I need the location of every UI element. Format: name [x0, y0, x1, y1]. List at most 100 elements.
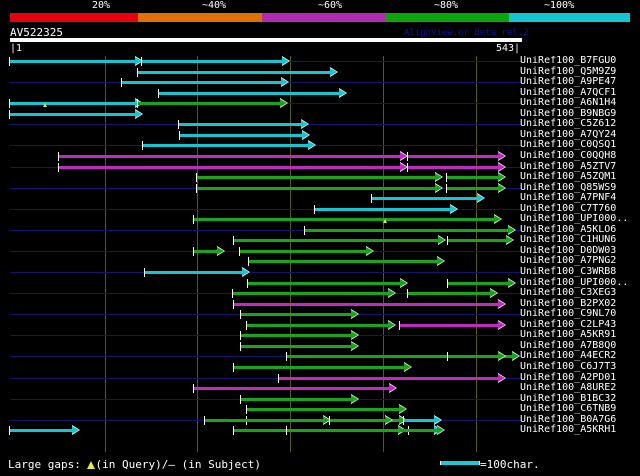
- hit-row[interactable]: UniRef100_C9NL70: [0, 308, 640, 320]
- hit-row[interactable]: UniRef100_A7QCF1: [0, 87, 640, 99]
- hit-label[interactable]: UniRef100_Q5M9Z9: [520, 65, 617, 77]
- hsp-segment[interactable]: [314, 203, 458, 214]
- hsp-segment[interactable]: [239, 245, 374, 256]
- hit-label[interactable]: UniRef100_C7T760: [520, 202, 617, 214]
- hit-label[interactable]: UniRef100_UPI000..: [520, 276, 629, 288]
- hit-row[interactable]: UniRef100_A7B8Q0: [0, 339, 640, 352]
- hsp-segment[interactable]: [407, 288, 498, 299]
- hit-row[interactable]: UniRef100_C1HUN6: [0, 234, 640, 246]
- hit-row[interactable]: UniRef100_C0QQH8: [0, 149, 640, 162]
- hit-row[interactable]: UniRef100_A7QY24: [0, 129, 640, 141]
- hit-label[interactable]: UniRef100_D0DW03: [520, 244, 617, 256]
- hit-row[interactable]: UniRef100_C5Z612: [0, 118, 640, 130]
- hit-row[interactable]: UniRef100_A7PNF4: [0, 192, 640, 204]
- hit-row[interactable]: UniRef100_A4ECR2: [0, 350, 640, 362]
- hsp-segment[interactable]: [196, 172, 443, 183]
- hit-row[interactable]: UniRef100_A5KLO6: [0, 223, 640, 236]
- hit-row[interactable]: UniRef100_C6J7T3: [0, 360, 640, 373]
- hit-row[interactable]: UniRef100_UPI000..: [0, 276, 640, 289]
- hit-row[interactable]: UniRef100_Q5M9Z9: [0, 65, 640, 78]
- hsp-segment[interactable]: [232, 288, 396, 299]
- hit-label[interactable]: UniRef100_C9NL70: [520, 308, 617, 320]
- hsp-segment[interactable]: [403, 414, 442, 425]
- hit-label[interactable]: UniRef100_B1BC32: [520, 392, 617, 404]
- hit-label[interactable]: UniRef100_C6TNB9: [520, 403, 617, 415]
- hsp-segment[interactable]: [247, 277, 408, 288]
- hit-row[interactable]: UniRef100_C3WRB8: [0, 266, 640, 278]
- hsp-segment[interactable]: [141, 56, 290, 66]
- hsp-segment[interactable]: [304, 224, 516, 235]
- hit-row[interactable]: UniRef100_B1BC32: [0, 392, 640, 405]
- hit-label[interactable]: UniRef100_A9PE47: [520, 76, 617, 88]
- hsp-segment[interactable]: [144, 267, 250, 277]
- hit-row[interactable]: UniRef100_B9NBG9: [0, 108, 640, 120]
- hit-row[interactable]: UniRef100_D0DW03: [0, 244, 640, 257]
- hsp-segment[interactable]: [240, 309, 359, 320]
- hit-label[interactable]: UniRef100_A7B8Q0: [520, 339, 617, 351]
- hit-row[interactable]: UniRef100_UPI000..: [0, 213, 640, 225]
- hit-label[interactable]: UniRef100_A5KLO6: [520, 223, 617, 235]
- hit-row[interactable]: UniRef100_B0A7G6: [0, 414, 640, 426]
- hit-label[interactable]: UniRef100_C0QQH8: [520, 149, 617, 161]
- hsp-segment[interactable]: [446, 172, 506, 183]
- hit-label[interactable]: UniRef100_B7FGU0: [520, 56, 617, 66]
- hsp-segment[interactable]: [121, 77, 289, 88]
- hsp-segment[interactable]: [286, 425, 445, 436]
- hit-row[interactable]: UniRef100_A9PE47: [0, 76, 640, 88]
- hit-row[interactable]: UniRef100_C3XEG3: [0, 287, 640, 299]
- hsp-segment[interactable]: [233, 361, 412, 372]
- hit-row[interactable]: UniRef100_A5ZQM1: [0, 171, 640, 183]
- hit-label[interactable]: UniRef100_C3XEG3: [520, 287, 617, 299]
- hit-row[interactable]: UniRef100_A7PNG2: [0, 255, 640, 267]
- hit-row[interactable]: UniRef100_B7FGU0: [0, 56, 640, 67]
- hsp-segment[interactable]: [447, 277, 516, 288]
- hsp-segment[interactable]: [248, 256, 445, 267]
- hsp-segment[interactable]: [407, 161, 506, 172]
- hsp-segment[interactable]: [193, 245, 225, 256]
- hsp-segment[interactable]: [9, 56, 143, 66]
- hit-row[interactable]: UniRef100_C7T760: [0, 202, 640, 215]
- hit-label[interactable]: UniRef100_C6J7T3: [520, 360, 617, 372]
- hsp-segment[interactable]: [137, 98, 288, 109]
- hit-row[interactable]: UniRef100_A5KR91: [0, 329, 640, 341]
- hit-label[interactable]: UniRef100_C3WRB8: [520, 266, 617, 277]
- hsp-segment[interactable]: [137, 66, 338, 77]
- hit-label[interactable]: UniRef100_C0QSQ1: [520, 139, 617, 151]
- hit-label[interactable]: UniRef100_A4ECR2: [520, 350, 617, 362]
- hsp-segment[interactable]: [178, 119, 309, 130]
- hit-row[interactable]: UniRef100_C6TNB9: [0, 403, 640, 415]
- hit-label[interactable]: UniRef100_A5ZTV7: [520, 160, 617, 172]
- hsp-segment[interactable]: [447, 351, 506, 362]
- hit-row[interactable]: UniRef100_A5ZTV7: [0, 160, 640, 173]
- hsp-segment[interactable]: [204, 414, 331, 425]
- hit-label[interactable]: UniRef100_C2LP43: [520, 318, 617, 330]
- hsp-segment[interactable]: [9, 98, 143, 109]
- hit-row[interactable]: UniRef100_A8URE2: [0, 382, 640, 394]
- hsp-segment[interactable]: [447, 235, 514, 246]
- hsp-segment[interactable]: [58, 161, 408, 172]
- hit-label[interactable]: UniRef100_A5KR91: [520, 329, 617, 341]
- hsp-segment[interactable]: [142, 140, 316, 151]
- hit-row[interactable]: UniRef100_B2PX02: [0, 298, 640, 310]
- hsp-segment[interactable]: [179, 129, 310, 140]
- hit-row[interactable]: UniRef100_Q85WS9: [0, 182, 640, 194]
- hsp-segment[interactable]: [9, 108, 143, 119]
- hsp-segment[interactable]: [399, 319, 506, 330]
- hsp-segment[interactable]: [286, 351, 520, 362]
- hsp-segment[interactable]: [446, 182, 506, 193]
- hsp-segment[interactable]: [233, 298, 506, 309]
- hsp-segment[interactable]: [371, 193, 485, 204]
- hsp-segment[interactable]: [9, 425, 80, 436]
- hsp-segment[interactable]: [246, 404, 407, 415]
- hit-label[interactable]: UniRef100_A5ZQM1: [520, 171, 617, 183]
- hit-row[interactable]: UniRef100_C2LP43: [0, 318, 640, 331]
- hsp-segment[interactable]: [240, 330, 359, 341]
- hit-row[interactable]: UniRef100_C0QSQ1: [0, 139, 640, 151]
- hit-label[interactable]: UniRef100_A2PD01: [520, 371, 617, 383]
- hsp-segment[interactable]: [407, 150, 506, 161]
- hsp-segment[interactable]: [246, 319, 396, 330]
- hit-label[interactable]: UniRef100_A7PNF4: [520, 192, 617, 204]
- hit-label[interactable]: UniRef100_A6N1H4: [520, 97, 617, 109]
- hsp-segment[interactable]: [158, 87, 347, 98]
- hit-label[interactable]: UniRef100_A7PNG2: [520, 255, 617, 267]
